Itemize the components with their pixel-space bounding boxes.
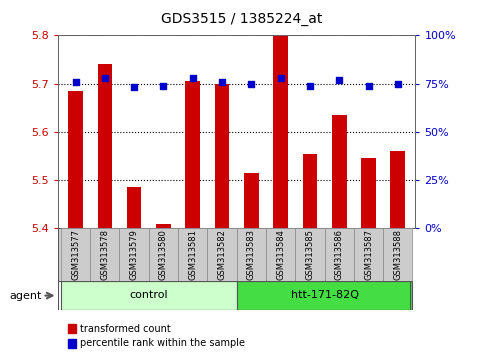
Bar	[98, 64, 112, 228]
Point	[130, 85, 138, 90]
Point	[306, 83, 314, 88]
Text: transformed count: transformed count	[80, 324, 170, 333]
Text: GSM313578: GSM313578	[100, 229, 109, 280]
Text: percentile rank within the sample: percentile rank within the sample	[80, 338, 245, 348]
Text: GSM313579: GSM313579	[129, 229, 139, 280]
Bar	[302, 154, 317, 228]
Bar	[119, 228, 149, 281]
Text: control: control	[129, 290, 168, 300]
Point	[365, 83, 372, 88]
Bar	[178, 228, 207, 281]
Point	[335, 77, 343, 82]
Text: GSM313577: GSM313577	[71, 229, 80, 280]
Bar	[61, 228, 90, 281]
Text: GSM313583: GSM313583	[247, 229, 256, 280]
Bar	[244, 173, 258, 228]
Text: agent: agent	[10, 291, 42, 301]
Text: GSM313580: GSM313580	[159, 229, 168, 280]
Bar	[295, 228, 325, 281]
Bar	[361, 158, 376, 228]
Point	[277, 75, 284, 81]
Bar	[156, 223, 171, 228]
Point	[71, 79, 79, 85]
Point	[101, 75, 109, 81]
Bar	[354, 228, 383, 281]
Text: GSM313588: GSM313588	[393, 229, 402, 280]
Bar	[332, 115, 346, 228]
Bar	[90, 228, 119, 281]
Bar	[215, 84, 229, 228]
Bar	[68, 91, 83, 228]
Bar	[390, 151, 405, 228]
Point	[189, 75, 197, 81]
Bar	[237, 281, 412, 310]
Text: GSM313585: GSM313585	[305, 229, 314, 280]
Text: GSM313581: GSM313581	[188, 229, 197, 280]
Text: htt-171-82Q: htt-171-82Q	[291, 290, 358, 300]
Bar	[185, 81, 200, 228]
Text: GSM313586: GSM313586	[335, 229, 344, 280]
Point	[247, 81, 255, 86]
Bar	[149, 228, 178, 281]
Text: GSM313582: GSM313582	[217, 229, 227, 280]
Text: GDS3515 / 1385224_at: GDS3515 / 1385224_at	[161, 12, 322, 27]
Bar	[266, 228, 295, 281]
Text: GSM313587: GSM313587	[364, 229, 373, 280]
Bar	[273, 35, 288, 228]
Bar	[61, 281, 237, 310]
Bar	[383, 228, 412, 281]
Point	[394, 81, 402, 86]
Bar	[325, 228, 354, 281]
Point	[159, 83, 167, 88]
Text: GSM313584: GSM313584	[276, 229, 285, 280]
Bar	[207, 228, 237, 281]
Point	[218, 79, 226, 85]
Bar	[237, 228, 266, 281]
Bar	[127, 187, 142, 228]
